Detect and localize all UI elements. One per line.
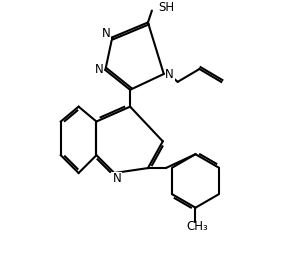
Text: SH: SH xyxy=(158,1,174,14)
Text: N: N xyxy=(113,172,122,185)
Text: N: N xyxy=(165,68,174,81)
Text: N: N xyxy=(95,62,104,76)
Text: CH₃: CH₃ xyxy=(186,220,208,233)
Text: N: N xyxy=(102,27,111,40)
